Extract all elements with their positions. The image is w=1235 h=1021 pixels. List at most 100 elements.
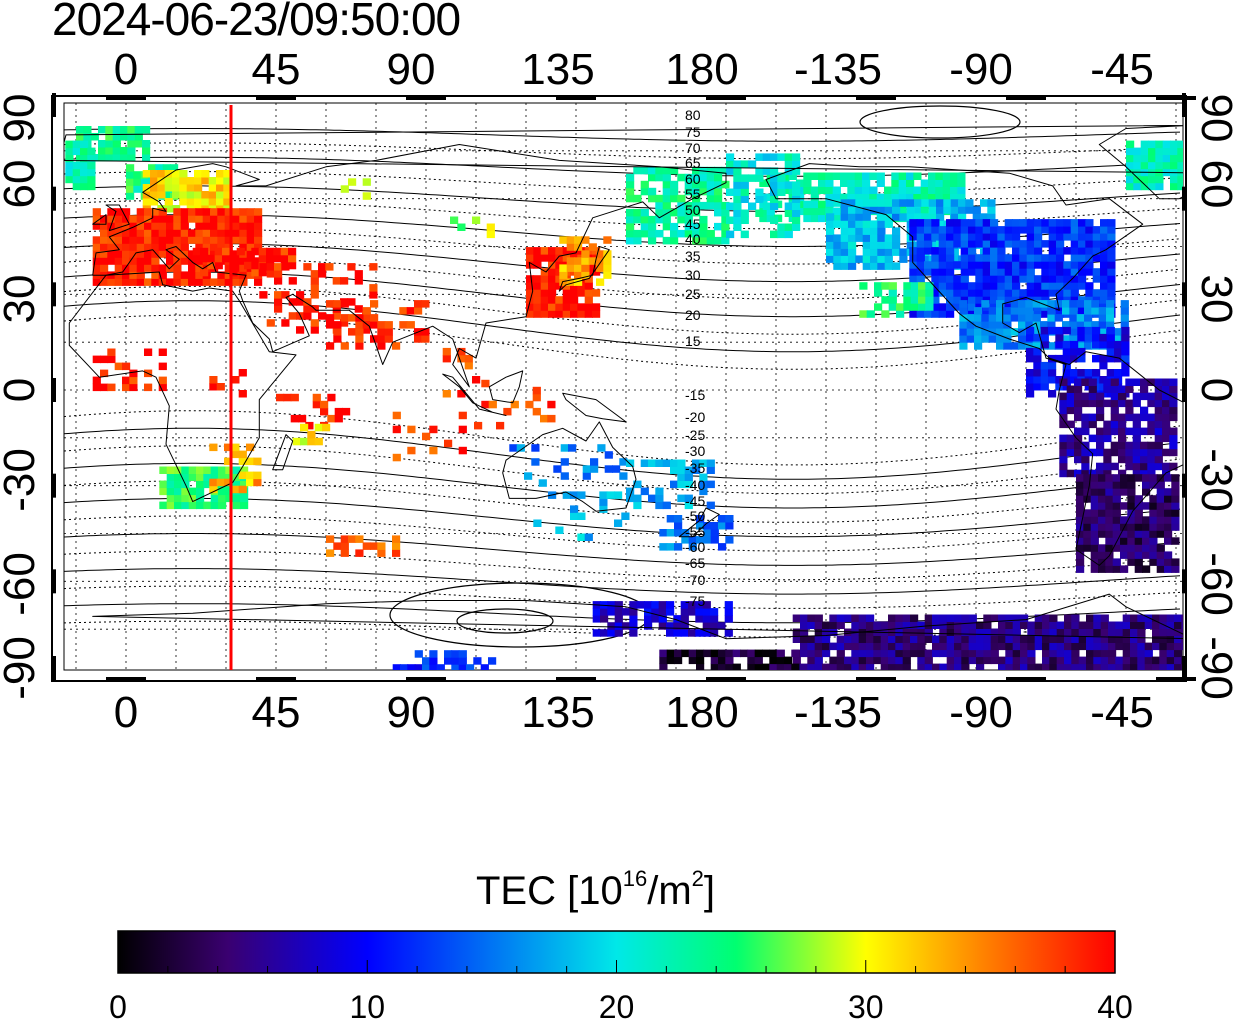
tec-cell	[224, 215, 233, 223]
tec-cell	[982, 310, 991, 318]
tec-cell	[1092, 326, 1101, 335]
tec-cell	[936, 213, 945, 221]
tec-cell	[458, 411, 467, 420]
tec-cell	[655, 494, 664, 503]
tec-cell	[1048, 268, 1057, 276]
tec-cell	[1003, 314, 1012, 322]
tec-cell	[696, 649, 705, 658]
tec-cell	[1049, 642, 1058, 651]
tec-cell	[210, 208, 219, 216]
tec-cell	[946, 296, 955, 304]
tec-cell	[253, 471, 262, 480]
tec-cell	[957, 186, 966, 194]
tec-cell	[188, 257, 197, 265]
tec-cell	[777, 181, 786, 189]
tec-cell	[1225, 629, 1233, 637]
tec-cell	[710, 608, 719, 616]
tec-cell	[202, 278, 211, 286]
tec-cell	[407, 664, 416, 670]
tec-cell	[681, 649, 690, 658]
tec-cell	[874, 303, 883, 311]
tec-cell	[966, 335, 975, 343]
tec-cell	[566, 278, 575, 286]
tec-cell	[186, 191, 195, 199]
tec-cell	[281, 291, 290, 299]
tec-cell	[129, 222, 138, 230]
tec-cell	[1127, 544, 1136, 552]
tec-cell	[526, 247, 535, 255]
tec-cell	[832, 207, 841, 216]
tec-cell	[976, 621, 985, 629]
tec-cell	[640, 459, 649, 467]
tec-cell	[1027, 649, 1036, 658]
tec-cell	[840, 213, 849, 221]
tec-cell	[246, 443, 255, 452]
tec-cell	[924, 649, 933, 658]
tec-cell	[921, 255, 930, 263]
tec-cell	[1126, 140, 1135, 149]
tec-cell	[246, 271, 255, 279]
mlat-contour	[64, 128, 1181, 142]
tec-cell	[238, 485, 247, 494]
tec-cell	[724, 601, 733, 609]
tec-cell	[1085, 268, 1094, 276]
tec-cell	[253, 478, 262, 487]
tec-cell	[1121, 347, 1130, 356]
tec-cell	[194, 184, 203, 192]
tec-cell	[1108, 656, 1117, 665]
tec-cell	[928, 241, 937, 249]
tec-cell	[1174, 656, 1183, 665]
tec-cell	[692, 229, 701, 238]
tec-cell	[924, 268, 933, 276]
tec-cell	[1122, 614, 1131, 622]
tec-cell	[1012, 275, 1021, 283]
tec-cell	[718, 649, 727, 658]
tec-cell	[1048, 261, 1057, 269]
tec-cell	[622, 622, 631, 630]
tec-cell	[1034, 275, 1043, 283]
tec-cell	[844, 663, 853, 670]
tec-cell	[333, 335, 342, 343]
tec-cell	[1076, 488, 1085, 496]
tec-cell	[1012, 219, 1021, 227]
tec-cell	[982, 289, 991, 297]
tec-cell	[1122, 635, 1131, 643]
tec-cell	[195, 222, 204, 230]
tec-cell	[481, 400, 490, 409]
tec-cell	[1108, 642, 1117, 651]
tec-cell	[1064, 628, 1073, 636]
tec-cell	[290, 414, 299, 423]
tec-cell	[1108, 628, 1117, 636]
tec-cell	[1107, 226, 1116, 234]
tec-cell	[1100, 628, 1109, 636]
tec-cell	[942, 193, 951, 202]
tec-cell	[1070, 261, 1079, 269]
tec-cell	[766, 207, 775, 216]
tec-cell	[800, 642, 809, 651]
tec-cell	[873, 642, 882, 651]
tec-cell	[1059, 469, 1068, 478]
tec-cell	[699, 215, 708, 224]
tec-cell	[105, 133, 114, 141]
tec-cell	[179, 170, 188, 178]
tec-cell	[892, 199, 901, 207]
tec-cell	[332, 277, 341, 285]
tec-cell	[348, 328, 357, 336]
lon-tick-label-top: 45	[252, 45, 301, 94]
tec-cell	[377, 335, 386, 343]
tec-cell	[814, 663, 823, 670]
tec-cell	[1162, 140, 1171, 149]
tec-cell	[1154, 420, 1163, 429]
tec-cell	[100, 229, 109, 237]
tec-cell	[232, 480, 241, 489]
tec-cell	[733, 223, 742, 231]
tec-cell	[725, 649, 734, 658]
tec-cell	[151, 278, 160, 286]
tec-cell	[1076, 495, 1085, 503]
tec-cell	[1004, 303, 1013, 311]
tec-cell	[232, 278, 241, 286]
tec-cell	[429, 425, 438, 434]
tec-cell	[310, 277, 319, 285]
tec-cell	[953, 303, 962, 311]
contour-label: 65	[685, 155, 701, 171]
